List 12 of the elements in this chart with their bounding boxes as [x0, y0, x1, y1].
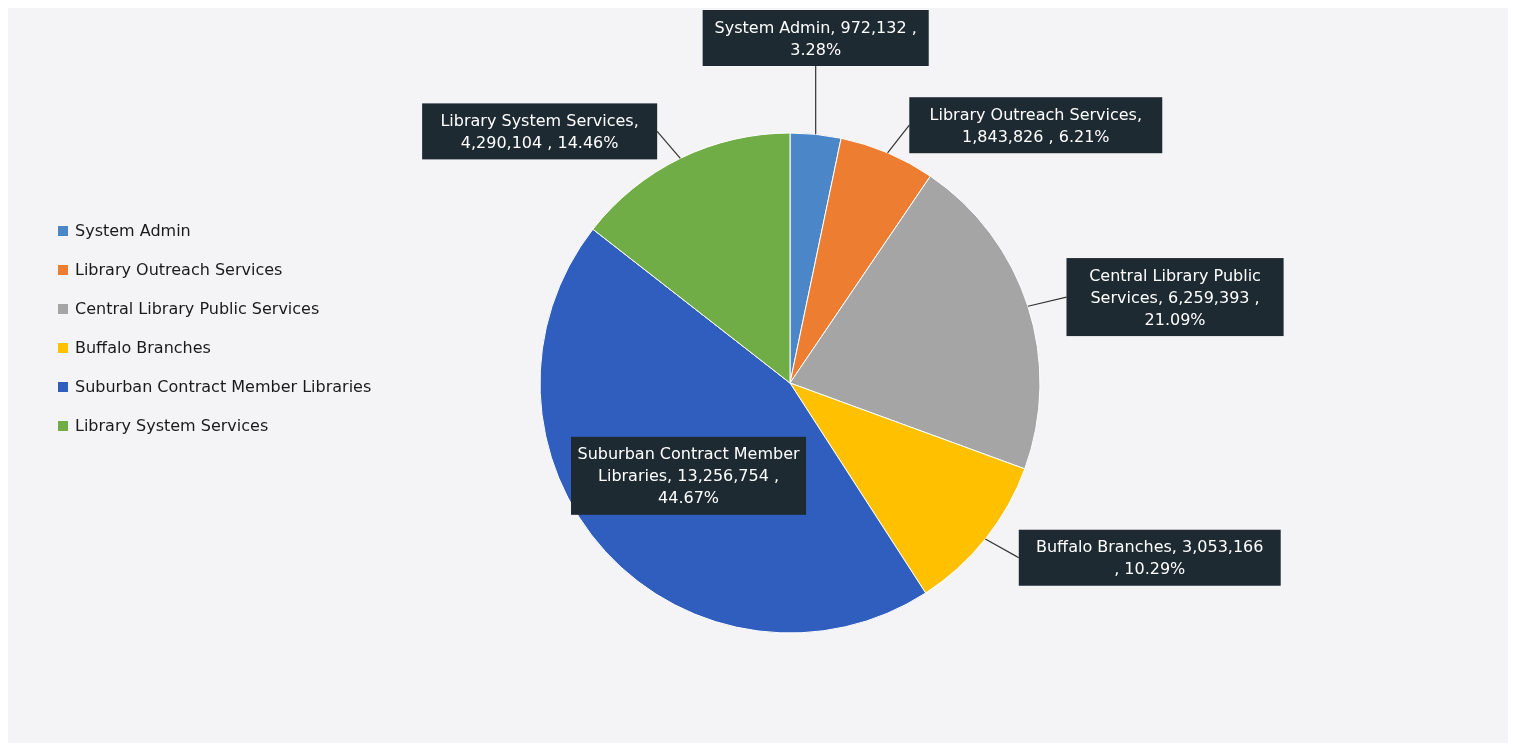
legend-label: Suburban Contract Member Libraries — [75, 377, 372, 396]
legend-label: Library System Services — [75, 416, 269, 435]
legend-label: Buffalo Branches — [75, 338, 211, 357]
legend-label: Library Outreach Services — [75, 260, 283, 279]
data-label: Suburban Contract Member Libraries, 13,256,754 , 44.67% — [577, 444, 801, 508]
legend-label: System Admin — [75, 221, 191, 240]
data-label: Central Library Public Services, 6,259,393 , 21.09% — [1089, 265, 1261, 329]
data-label: System Admin, 972,132 , 3.28% — [714, 17, 917, 59]
legend-label: Central Library Public Services — [75, 299, 320, 318]
data-label: Buffalo Branches, 3,053,166 , 10.29% — [1036, 537, 1264, 579]
data-label: Library System Services, 4,290,104 , 14.46% — [440, 110, 639, 152]
data-label: Library Outreach Services, 1,843,826 , 6.21% — [929, 104, 1143, 146]
